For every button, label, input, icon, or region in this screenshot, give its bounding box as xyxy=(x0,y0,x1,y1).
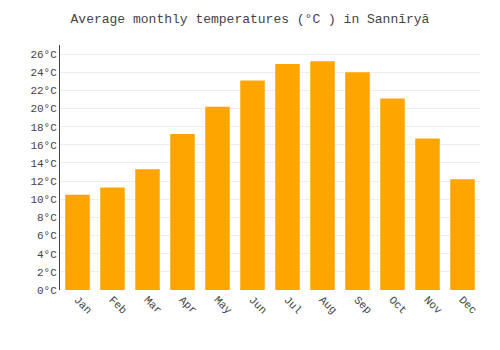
svg-text:Jun: Jun xyxy=(246,294,268,316)
svg-text:Nov: Nov xyxy=(421,294,444,317)
svg-text:8°C: 8°C xyxy=(37,212,57,224)
svg-text:6°C: 6°C xyxy=(37,230,57,242)
svg-text:20°C: 20°C xyxy=(30,103,57,115)
svg-text:26°C: 26°C xyxy=(30,49,57,61)
svg-text:Average monthly temperatures (: Average monthly temperatures (°C ) in Sa… xyxy=(71,12,430,27)
svg-text:24°C: 24°C xyxy=(30,67,57,79)
svg-text:10°C: 10°C xyxy=(30,194,57,206)
svg-text:18°C: 18°C xyxy=(30,122,57,134)
svg-text:0°C: 0°C xyxy=(37,285,57,297)
svg-text:4°C: 4°C xyxy=(37,249,57,261)
svg-text:2°C: 2°C xyxy=(37,267,57,279)
svg-text:Feb: Feb xyxy=(106,294,128,316)
svg-text:Apr: Apr xyxy=(176,294,198,316)
svg-text:Mar: Mar xyxy=(141,294,163,316)
svg-text:Dec: Dec xyxy=(456,294,478,316)
svg-text:Aug: Aug xyxy=(316,294,338,316)
svg-text:May: May xyxy=(211,294,234,317)
svg-text:22°C: 22°C xyxy=(30,85,57,97)
svg-text:Sep: Sep xyxy=(351,294,373,316)
svg-text:12°C: 12°C xyxy=(30,176,57,188)
svg-text:14°C: 14°C xyxy=(30,158,57,170)
svg-text:Jan: Jan xyxy=(71,294,93,316)
svg-text:Jul: Jul xyxy=(281,294,303,316)
svg-text:Oct: Oct xyxy=(386,294,408,316)
svg-text:16°C: 16°C xyxy=(30,140,57,152)
